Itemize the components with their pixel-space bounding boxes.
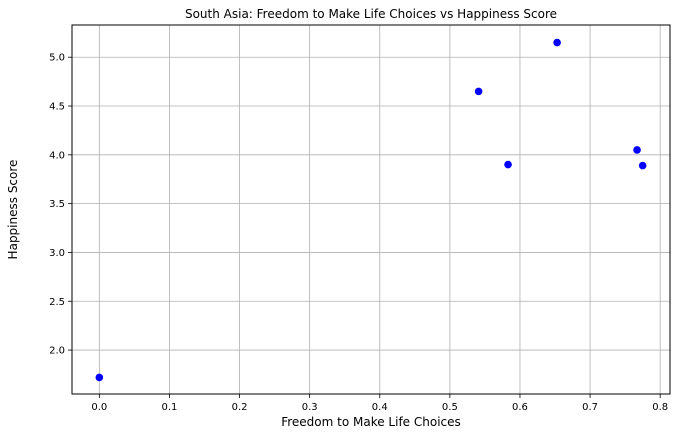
x-tick-label: 0.5 (442, 402, 458, 413)
y-tick-label: 2.5 (49, 297, 65, 308)
data-point (553, 38, 561, 47)
x-tick-label: 0.1 (161, 402, 177, 413)
y-tick-label: 2.0 (49, 346, 65, 357)
y-axis-label: Happiness Score (6, 160, 20, 260)
y-tick-label: 3.5 (49, 199, 65, 210)
x-tick-label: 0.8 (652, 402, 668, 413)
x-tick-label: 0.4 (372, 402, 388, 413)
x-tick-label: 0.0 (91, 402, 107, 413)
y-tick-label: 4.5 (49, 102, 65, 113)
data-point (638, 161, 647, 170)
data-point (95, 373, 104, 382)
y-tick-label: 4.0 (49, 150, 65, 161)
x-tick-label: 0.3 (302, 402, 318, 413)
grid-lines (72, 25, 670, 394)
x-tick-label: 0.7 (582, 402, 598, 413)
chart-title: South Asia: Freedom to Make Life Choices… (185, 7, 557, 21)
data-points (95, 38, 647, 382)
x-axis-label: Freedom to Make Life Choices (281, 415, 461, 429)
y-axis-ticks: 2.0 2.5 3.0 3.5 4.0 4.5 5.0 (49, 53, 72, 357)
y-tick-label: 3.0 (49, 248, 65, 259)
data-point (633, 146, 641, 154)
data-point (474, 87, 483, 96)
data-point (504, 160, 512, 169)
x-axis-ticks: 0.0 0.1 0.2 0.3 0.4 0.5 0.6 0.7 0.8 (91, 394, 668, 413)
x-tick-label: 0.2 (232, 402, 248, 413)
plot-frame (71, 24, 671, 395)
x-tick-label: 0.6 (512, 402, 528, 413)
y-tick-label: 5.0 (49, 53, 65, 64)
